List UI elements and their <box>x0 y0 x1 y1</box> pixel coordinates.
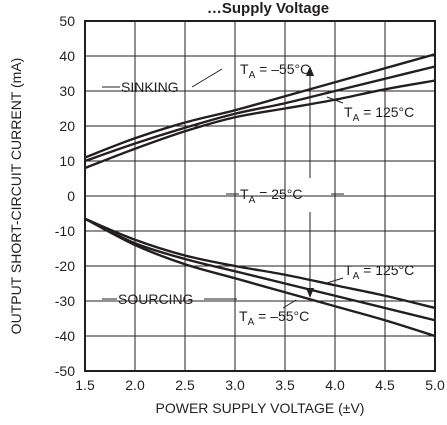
y-axis-label: OUTPUT SHORT-CIRCUIT CURRENT (mA) <box>8 58 24 335</box>
series-line-5 <box>84 217 436 338</box>
y-tick-label: 50 <box>59 13 75 29</box>
sinking-label: SINKING <box>121 79 179 95</box>
series-line-1 <box>84 65 436 163</box>
series-line-3 <box>84 217 436 310</box>
y-tick-label: -30 <box>55 293 75 309</box>
x-axis-label: POWER SUPPLY VOLTAGE (±V) <box>156 400 365 416</box>
x-tick-label: 2.5 <box>175 377 195 393</box>
ta-125-bottom-label: TA = 125°C <box>344 262 414 282</box>
x-tick-label: 2.0 <box>125 377 145 393</box>
x-tick-label: 3.5 <box>275 377 295 393</box>
series-line-0 <box>84 53 436 159</box>
x-tick-label: 4.0 <box>325 377 345 393</box>
grid <box>84 20 436 372</box>
y-tick-label: 30 <box>59 83 75 99</box>
y-tick-label: -10 <box>55 223 75 239</box>
series-line-4 <box>84 217 436 322</box>
ta25-arrowhead-down <box>306 288 314 298</box>
tick-labels: 1.5 2.0 2.5 3.0 3.5 4.0 4.5 5.0 50 40 30 20 10 0 -10 -2… <box>55 13 445 393</box>
x-tick-label: 3.0 <box>225 377 245 393</box>
ta-m55-top-label: TA = –55°C <box>240 61 310 81</box>
ta125-top-leader <box>326 96 344 104</box>
sourcing-label: SOURCING <box>118 291 193 307</box>
ta125-bottom-leader <box>326 277 344 284</box>
x-tick-label: 1.5 <box>75 377 95 393</box>
y-tick-label: 40 <box>59 48 75 64</box>
y-tick-label: -20 <box>55 258 75 274</box>
y-tick-label: 20 <box>59 118 75 134</box>
ta-m55-bottom-label: TA = –55°C <box>239 308 309 328</box>
ta-125-top-label: TA = 125°C <box>344 104 414 124</box>
ta25-arrowhead-up <box>306 66 314 76</box>
sinking-leader-right <box>191 68 223 88</box>
plot-frame <box>84 20 436 372</box>
series-line-2 <box>84 79 436 170</box>
y-tick-label: 10 <box>59 153 75 169</box>
y-tick-label: -50 <box>55 363 75 379</box>
x-tick-label: 4.5 <box>375 377 395 393</box>
annotation-leaders <box>102 68 344 309</box>
y-tick-label: -40 <box>55 328 75 344</box>
chart-title: …Supply Voltage <box>207 0 329 17</box>
series-lines <box>84 53 436 338</box>
tam55-bottom-leader <box>282 299 297 309</box>
y-tick-label: 0 <box>67 188 75 204</box>
ta-25-label: TA = 25°C <box>240 186 302 206</box>
x-tick-label: 5.0 <box>425 377 445 393</box>
